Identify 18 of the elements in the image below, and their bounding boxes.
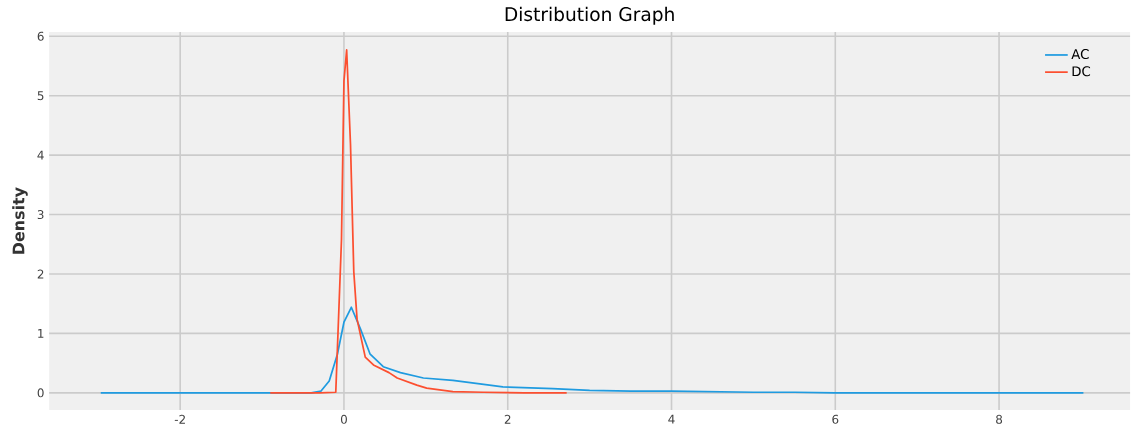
- x-tick-label: 2: [504, 414, 511, 424]
- line-series: [269, 49, 568, 394]
- legend-label: AC: [1071, 49, 1089, 60]
- y-axis-title: Density: [12, 187, 28, 254]
- y-tick-label: 3: [37, 210, 44, 220]
- y-tick-label: 6: [37, 31, 44, 41]
- x-tick-label: 6: [832, 414, 839, 424]
- legend-label: DC: [1072, 66, 1091, 77]
- x-tick-label: 8: [996, 414, 1003, 424]
- y-tick-label: 2: [37, 269, 44, 279]
- x-tick-label: 4: [668, 414, 675, 424]
- y-tick-label: 1: [38, 329, 44, 338]
- y-tick-label: 4: [37, 150, 44, 160]
- y-tick-label: 5: [37, 91, 44, 101]
- chart-title: Distribution Graph: [505, 6, 674, 25]
- y-tick-label: 0: [37, 388, 44, 398]
- x-tick-label: 0: [340, 414, 347, 424]
- x-tick-label: -2: [174, 414, 185, 424]
